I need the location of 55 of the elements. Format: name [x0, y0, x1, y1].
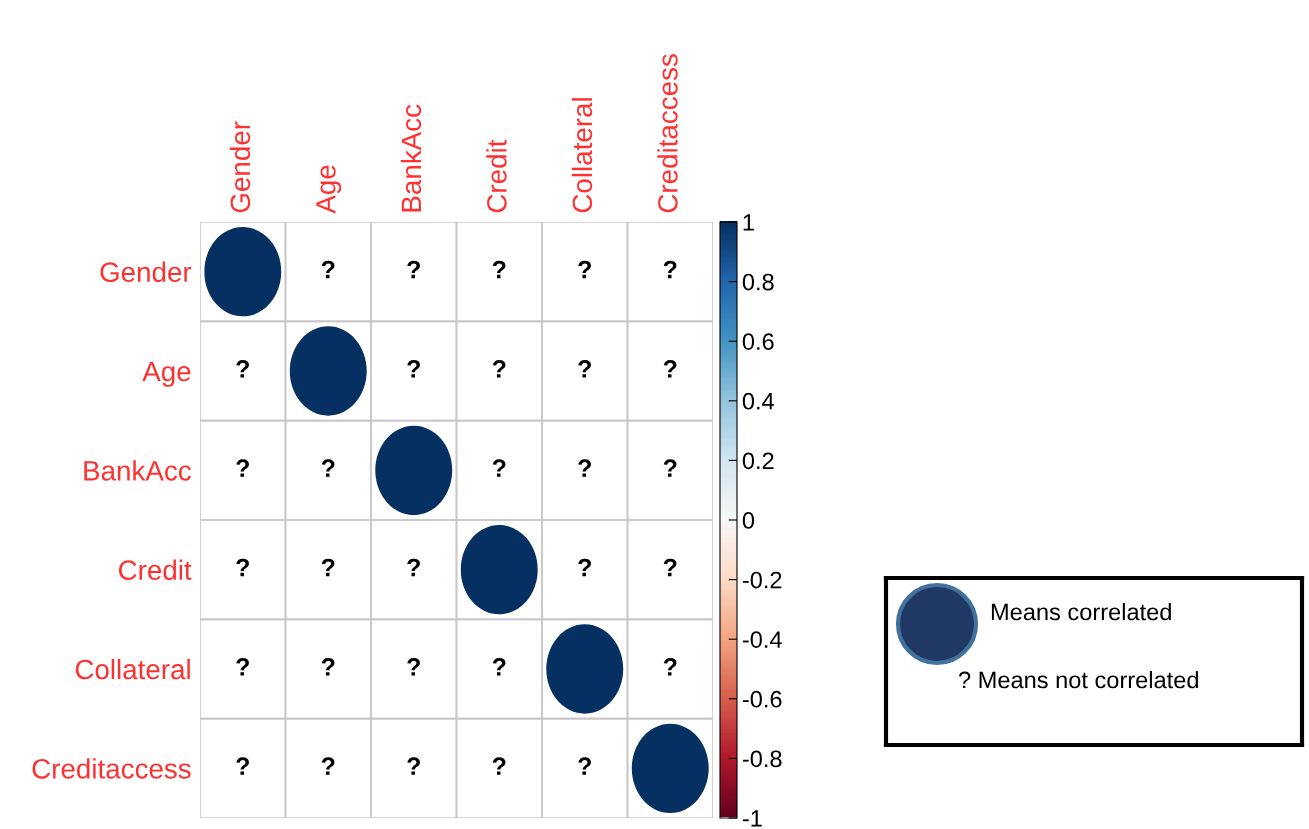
text: ? — [236, 757, 249, 775]
y-tick-label: Creditaccess — [32, 758, 191, 779]
color-bar-label: -0.6 — [742, 690, 782, 708]
color-bar-label: -0.8 — [742, 750, 782, 768]
text: ? — [663, 658, 677, 676]
text: ? — [407, 658, 420, 676]
y-tick-label: Collateral — [75, 658, 190, 680]
text: ? — [492, 459, 506, 477]
text: ? — [663, 459, 677, 477]
text: ? — [407, 360, 420, 378]
text: ? — [578, 459, 591, 477]
color-bar-label: 0.6 — [742, 333, 774, 350]
y-tick-label: BankAcc — [84, 460, 191, 481]
text: ? — [321, 757, 335, 775]
color-bar-label: 0.2 — [742, 452, 774, 470]
text: ? — [492, 658, 506, 676]
text: ? — [321, 658, 335, 676]
y-tick-label: Age — [142, 361, 191, 387]
text: ? — [578, 757, 591, 775]
x-tick-label: Age — [316, 165, 342, 214]
text: ? — [663, 260, 677, 279]
text: ? — [321, 459, 335, 477]
color-bar-label: 0.8 — [742, 273, 774, 291]
text: ? — [492, 757, 506, 775]
text: ? — [578, 360, 591, 378]
text: ? — [321, 260, 335, 279]
color-bar-label: 1 — [743, 214, 754, 231]
color-bar-label: -0.4 — [742, 631, 782, 648]
text: ? — [236, 459, 249, 477]
x-tick-label: BankAcc — [400, 104, 422, 212]
color-bar-label: 0 — [742, 512, 755, 529]
x-tick-label: Creditaccess — [657, 54, 678, 213]
x-tick-label: Credit — [486, 139, 507, 213]
text: ? — [663, 360, 677, 378]
x-tick-label: Gender — [229, 121, 251, 213]
text: ? — [321, 558, 335, 577]
text: ? — [407, 558, 420, 577]
color-bar-label: -0.2 — [742, 571, 782, 589]
text: ? — [407, 260, 420, 279]
text: ? — [578, 558, 591, 577]
text: ? — [492, 260, 506, 279]
color-bar-label: -1 — [742, 810, 762, 827]
text: ? — [236, 658, 249, 676]
text: ? — [663, 558, 677, 577]
text: Means correlated — [991, 602, 1171, 621]
text: ? — [578, 260, 591, 279]
text: ? Means not correlated — [958, 670, 1198, 689]
text: ? — [407, 757, 420, 775]
text: ? — [492, 360, 506, 378]
text: ? — [236, 558, 249, 577]
y-tick-label: Gender — [100, 261, 192, 283]
color-bar-label: 0.4 — [742, 392, 774, 410]
text: ? — [236, 360, 249, 378]
x-tick-label: Collateral — [571, 98, 593, 213]
y-tick-label: Credit — [118, 559, 192, 581]
